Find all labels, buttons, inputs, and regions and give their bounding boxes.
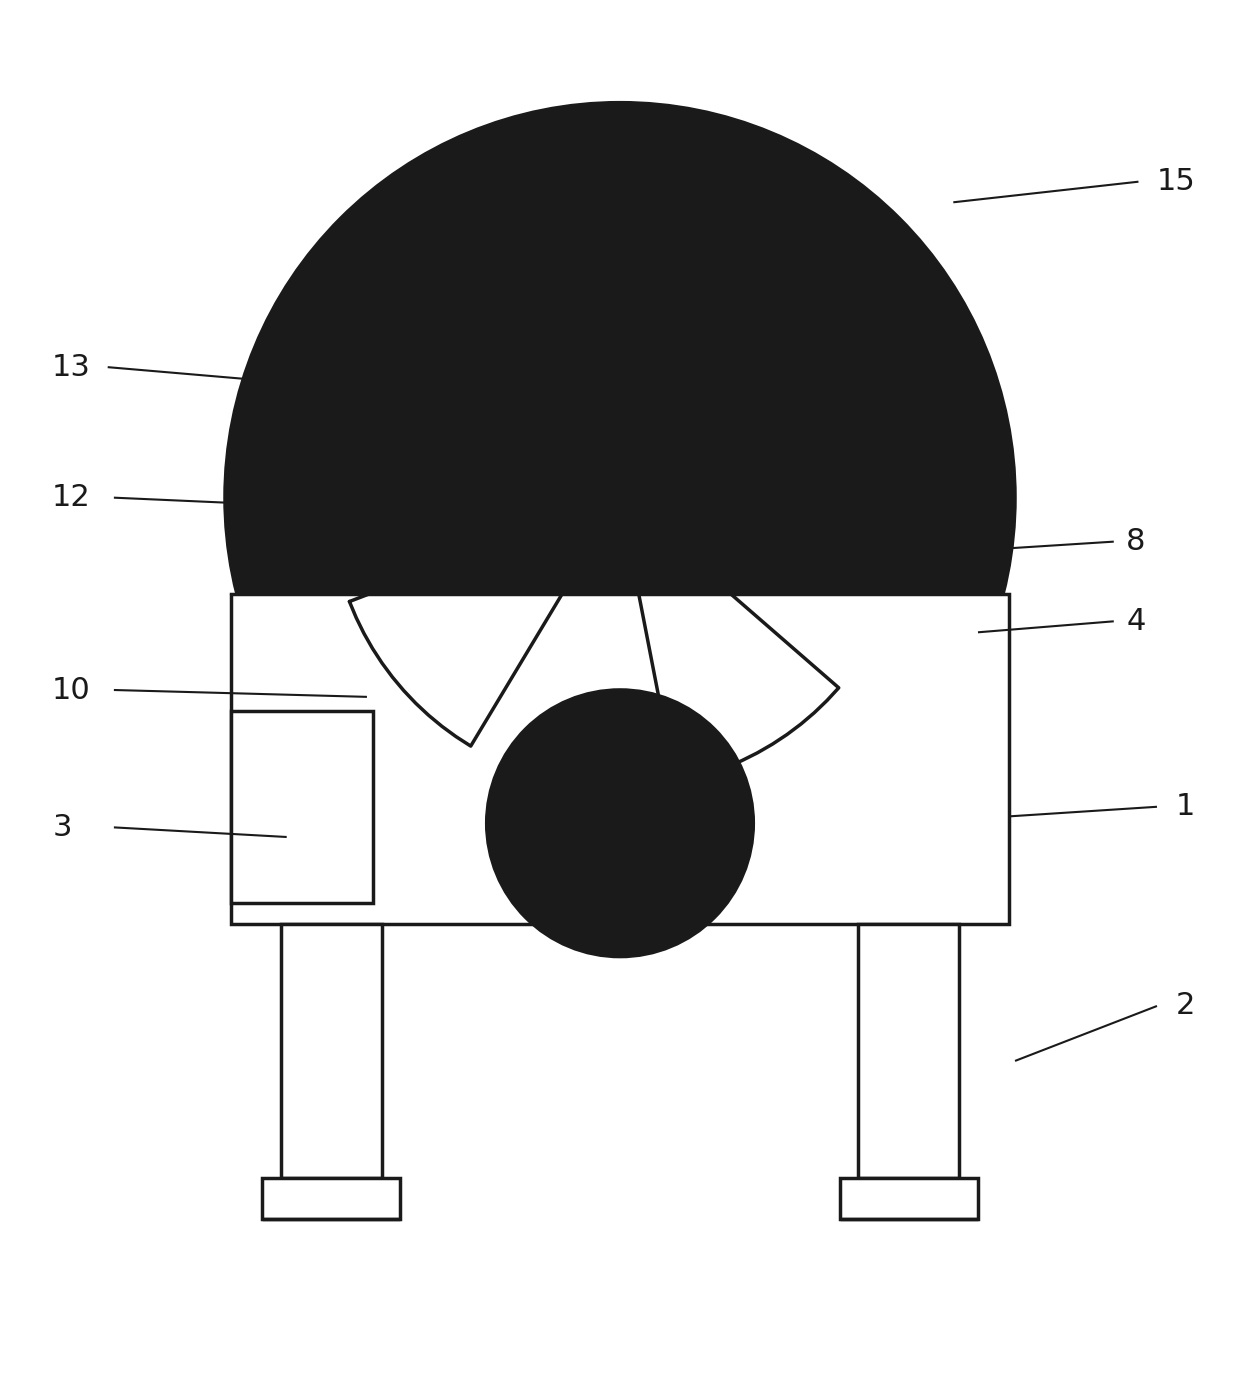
Text: 2: 2 [1176, 991, 1195, 1020]
Bar [231, 711, 373, 903]
Bar [231, 593, 1009, 923]
Text: 13: 13 [52, 353, 91, 382]
Text: 1: 1 [1176, 792, 1195, 821]
Text: 3: 3 [52, 813, 72, 842]
Text: 12: 12 [52, 483, 91, 512]
Bar [262, 1177, 401, 1219]
Text: 8: 8 [1126, 527, 1146, 556]
Bar [858, 923, 960, 1177]
Bar [839, 1177, 978, 1219]
Text: 4: 4 [1126, 607, 1146, 636]
Circle shape [573, 777, 667, 871]
Circle shape [224, 102, 1016, 893]
Bar [280, 923, 382, 1177]
Text: 15: 15 [1157, 167, 1195, 196]
Circle shape [486, 690, 754, 956]
Circle shape [314, 192, 926, 803]
Circle shape [326, 204, 914, 792]
Text: 10: 10 [52, 675, 91, 705]
